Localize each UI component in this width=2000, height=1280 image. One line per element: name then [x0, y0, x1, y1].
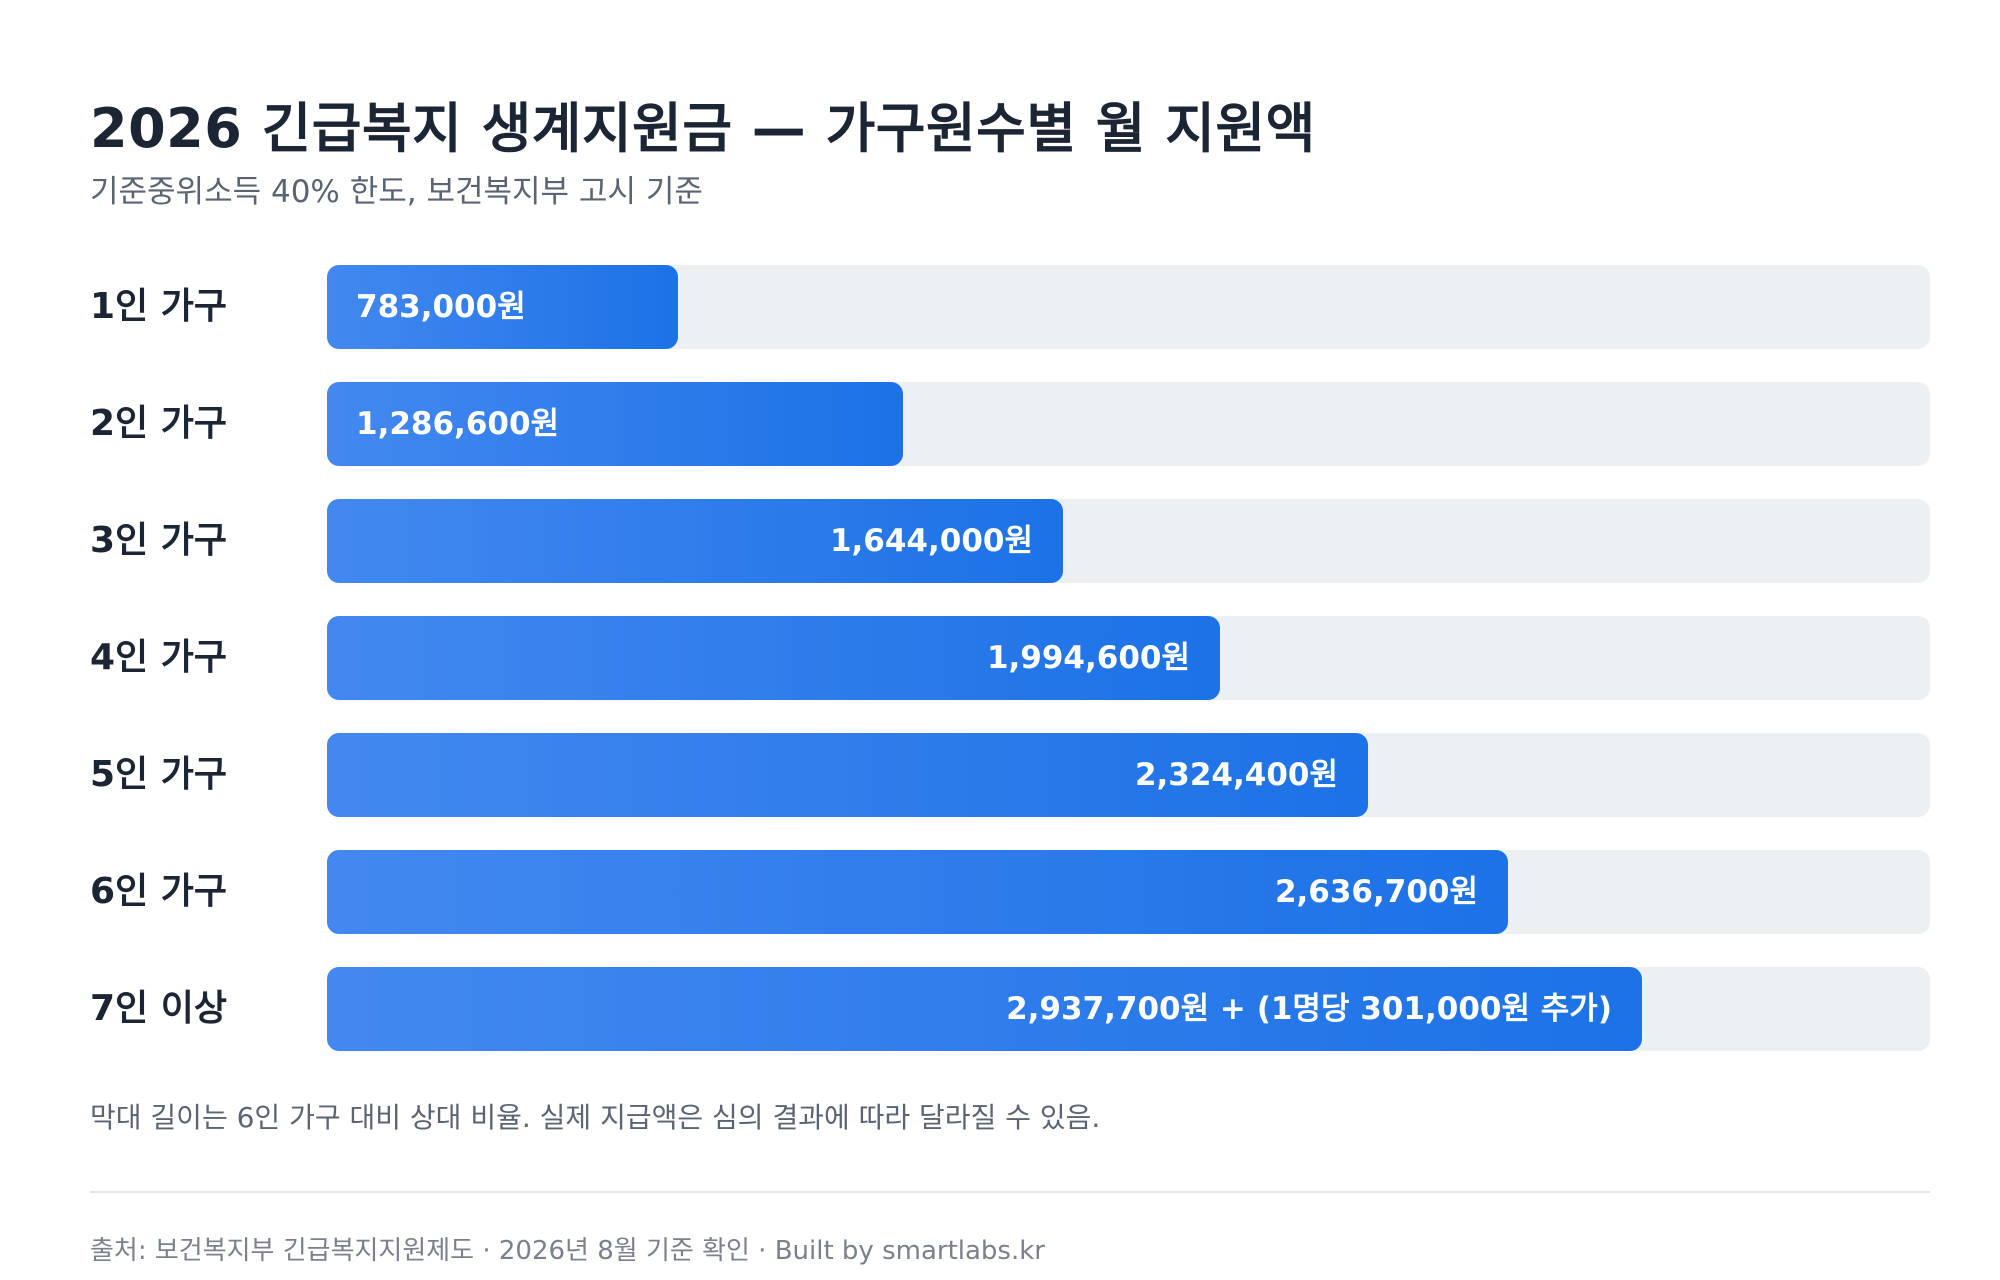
- bar-value-label: 1,286,600원: [356, 406, 560, 442]
- divider: [90, 1191, 1930, 1193]
- bar-track: 2,324,400원: [327, 733, 1930, 817]
- bar-value-label: 783,000원: [356, 289, 526, 325]
- bar-value-label: 1,994,600원: [986, 640, 1190, 676]
- bar-track: 1,286,600원: [327, 382, 1930, 466]
- bar-track: 1,994,600원: [327, 616, 1930, 700]
- category-label: 5인 가구: [90, 754, 227, 795]
- category-label: 4인 가구: [90, 637, 227, 678]
- category-label: 1인 가구: [90, 286, 227, 327]
- bar-chart: 1인 가구 783,000원 2인 가구 1,286,600원 3인 가구 1,644,0…: [90, 265, 1930, 1055]
- source-note: 출처: 보건복지부 긴급복지지원제도 · 2026년 8월 기준 확인 · Bu…: [90, 1236, 1045, 1266]
- bar: 1,286,600원: [327, 382, 903, 466]
- bar-row: 2인 가구 1,286,600원: [90, 382, 1930, 466]
- bar: 2,937,700원 + (1명당 301,000원 추가): [327, 967, 1642, 1051]
- bar-value-label: 2,937,700원 + (1명당 301,000원 추가): [1006, 991, 1612, 1027]
- bar-row: 7인 이상 2,937,700원 + (1명당 301,000원 추가): [90, 967, 1930, 1051]
- bar-value-label: 2,324,400원: [1134, 757, 1338, 793]
- bar: 1,994,600원: [327, 616, 1220, 700]
- bar-track: 2,937,700원 + (1명당 301,000원 추가): [327, 967, 1930, 1051]
- chart-title: 2026 긴급복지 생계지원금 — 가구원수별 월 지원액: [90, 97, 1316, 160]
- bar: 2,324,400원: [327, 733, 1368, 817]
- bar-row: 6인 가구 2,636,700원: [90, 850, 1930, 934]
- bar-track: 2,636,700원: [327, 850, 1930, 934]
- chart-subtitle: 기준중위소득 40% 한도, 보건복지부 고시 기준: [90, 174, 703, 210]
- bar-value-label: 2,636,700원: [1274, 874, 1478, 910]
- bar-track: 783,000원: [327, 265, 1930, 349]
- bar-row: 1인 가구 783,000원: [90, 265, 1930, 349]
- bar-row: 5인 가구 2,324,400원: [90, 733, 1930, 817]
- bar-value-label: 1,644,000원: [829, 523, 1033, 559]
- bar: 783,000원: [327, 265, 678, 349]
- bar: 1,644,000원: [327, 499, 1063, 583]
- category-label: 2인 가구: [90, 403, 227, 444]
- category-label: 7인 이상: [90, 988, 227, 1029]
- category-label: 6인 가구: [90, 871, 227, 912]
- bar-track: 1,644,000원: [327, 499, 1930, 583]
- chart-footnote: 막대 길이는 6인 가구 대비 상대 비율. 실제 지급액은 심의 결과에 따라…: [90, 1101, 1101, 1134]
- bar-row: 4인 가구 1,994,600원: [90, 616, 1930, 700]
- category-label: 3인 가구: [90, 520, 227, 561]
- bar: 2,636,700원: [327, 850, 1508, 934]
- bar-row: 3인 가구 1,644,000원: [90, 499, 1930, 583]
